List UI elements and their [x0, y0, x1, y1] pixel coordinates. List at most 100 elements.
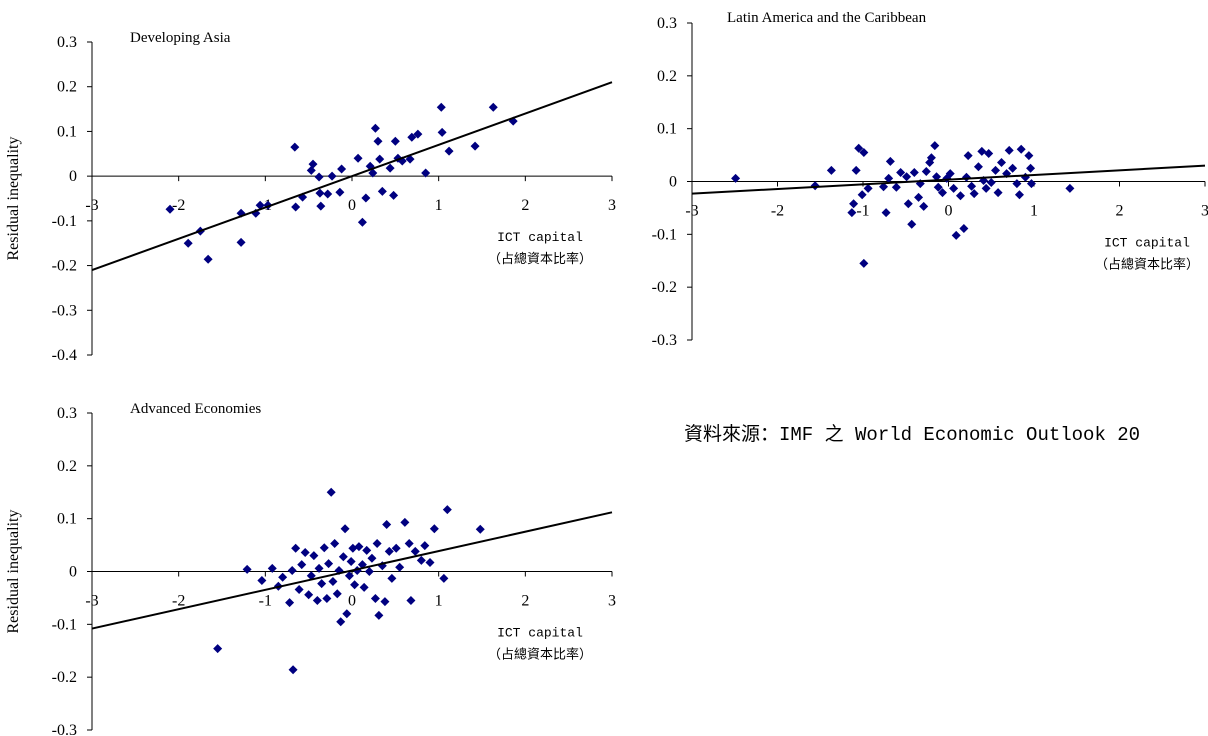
scatter-point	[955, 191, 965, 201]
scatter-point	[854, 143, 864, 153]
y-tick-label: 0.2	[657, 68, 677, 85]
scatter-point	[1026, 163, 1036, 173]
scatter-point	[374, 610, 384, 620]
scatter-point	[1065, 183, 1075, 193]
scatter-panel: -0.3 -0.2 -0.1 0 0.1 0.2 0.3 -3 -2 -1 0 1 2 3 Latin Am…	[652, 10, 1208, 349]
scatter-point	[973, 162, 983, 172]
scatter-point	[278, 572, 288, 582]
scatter-point	[488, 102, 498, 112]
scatter-point	[444, 146, 454, 156]
scatter-point	[364, 567, 374, 576]
y-tick-label: -0.3	[52, 302, 77, 319]
scatter-point	[436, 102, 446, 112]
x-tick-label: -2	[172, 593, 185, 610]
scatter-point	[375, 154, 385, 164]
scatter-point	[410, 546, 420, 556]
scatter-point	[308, 159, 318, 169]
scatter-point	[475, 524, 485, 534]
chart-title: Advanced Economies	[130, 401, 261, 417]
scatter-point	[991, 165, 1001, 175]
x-tick-label: 0	[348, 593, 356, 610]
scatter-point	[287, 565, 297, 575]
x-tick-label: 2	[521, 197, 529, 214]
scatter-point	[429, 524, 439, 534]
scatter-point	[1026, 179, 1036, 189]
y-tick-label: -0.1	[52, 616, 77, 633]
scatter-point	[891, 182, 901, 192]
scatter-point	[896, 168, 906, 178]
trend-line	[691, 164, 1206, 195]
x-axis-label: ICT capital	[497, 230, 583, 245]
x-tick-label: 0	[348, 197, 356, 214]
scatter-point	[930, 141, 940, 151]
scatter-point	[309, 551, 319, 561]
scatter-point	[373, 136, 383, 146]
y-tick-label: 0.3	[57, 34, 77, 51]
y-tick-label: -0.1	[652, 226, 677, 243]
x-axis-label: ICT capital	[1104, 236, 1190, 251]
scatter-point	[404, 538, 414, 548]
scatter-point	[902, 172, 912, 182]
scatter-point	[387, 573, 397, 583]
trend-line	[91, 511, 613, 630]
x-axis-label: ICT capital	[497, 626, 583, 641]
scatter-point	[1020, 172, 1030, 182]
scatter-point	[304, 590, 314, 600]
x-tick-label: 2	[1116, 203, 1124, 220]
scatter-point	[337, 164, 347, 174]
scatter-point	[340, 524, 350, 534]
scatter-point	[425, 558, 435, 568]
scatter-point	[291, 543, 301, 553]
scatter-point	[322, 593, 332, 603]
x-tick-label: -3	[85, 197, 98, 214]
scatter-point	[328, 577, 338, 587]
scatter-point	[370, 593, 380, 603]
scatter-point	[416, 555, 426, 565]
scatter-point	[1008, 163, 1018, 173]
chart-title: Latin America and the Caribbean	[727, 10, 927, 26]
scatter-point	[372, 538, 382, 548]
y-axis-label: Residual inequality	[5, 137, 22, 261]
scatter-point	[849, 199, 859, 209]
x-axis-label: （占總資本比率）	[488, 251, 592, 267]
scatter-point	[294, 584, 304, 594]
scatter-point	[969, 189, 979, 199]
scatter-point	[330, 538, 340, 548]
scatter-point	[377, 186, 387, 196]
scatter-point	[857, 190, 867, 200]
scatter-point	[391, 543, 401, 553]
scatter-point	[346, 556, 356, 566]
y-tick-label: -0.4	[52, 347, 77, 364]
scatter-point	[361, 193, 371, 203]
scatter-point	[300, 547, 310, 557]
scatter-point	[285, 598, 295, 608]
y-tick-label: -0.2	[52, 258, 77, 275]
source-note: 資料來源：IMF 之 World Economic Outlook 20	[684, 423, 1140, 446]
x-tick-label: 3	[608, 197, 616, 214]
scatter-point	[335, 187, 345, 197]
scatter-point	[470, 141, 480, 151]
scatter-point	[384, 546, 394, 556]
y-axis-label: Residual inequality	[5, 510, 22, 634]
scatter-point	[316, 201, 326, 211]
scatter-point	[879, 182, 889, 192]
scatter-point	[938, 188, 948, 198]
scatter-point	[406, 596, 416, 606]
scatter-point	[390, 136, 400, 146]
scatter-point	[921, 166, 931, 176]
trend-line	[91, 81, 613, 271]
y-tick-label: 0	[669, 174, 677, 191]
x-tick-label: 3	[608, 593, 616, 610]
scatter-point	[949, 183, 959, 193]
x-tick-label: 1	[435, 197, 443, 214]
x-tick-label: 2	[521, 593, 529, 610]
scatter-point	[382, 519, 392, 529]
scatter-point	[326, 487, 336, 497]
x-tick-label: 1	[1030, 203, 1038, 220]
scatter-point	[439, 573, 449, 583]
scatter-point	[353, 153, 363, 163]
y-tick-label: 0	[69, 564, 77, 581]
scatter-point	[932, 172, 942, 182]
scatter-point	[359, 582, 369, 592]
